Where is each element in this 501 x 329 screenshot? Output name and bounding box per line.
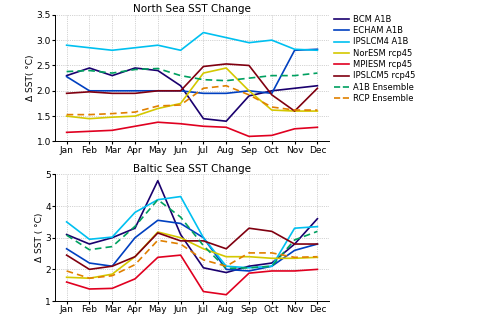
Legend: BCM A1B, ECHAM A1B, IPSLCM4 A1B, NorESM rcp45, MPIESM rcp45, IPSLCM5 rcp45, A1B : BCM A1B, ECHAM A1B, IPSLCM4 A1B, NorESM …	[334, 15, 414, 103]
Y-axis label: Δ SST( °C): Δ SST( °C)	[26, 55, 35, 101]
Y-axis label: Δ SST ( °C): Δ SST ( °C)	[35, 213, 44, 263]
Title: North Sea SST Change: North Sea SST Change	[133, 4, 250, 14]
Title: Baltic Sea SST Change: Baltic Sea SST Change	[133, 164, 250, 174]
